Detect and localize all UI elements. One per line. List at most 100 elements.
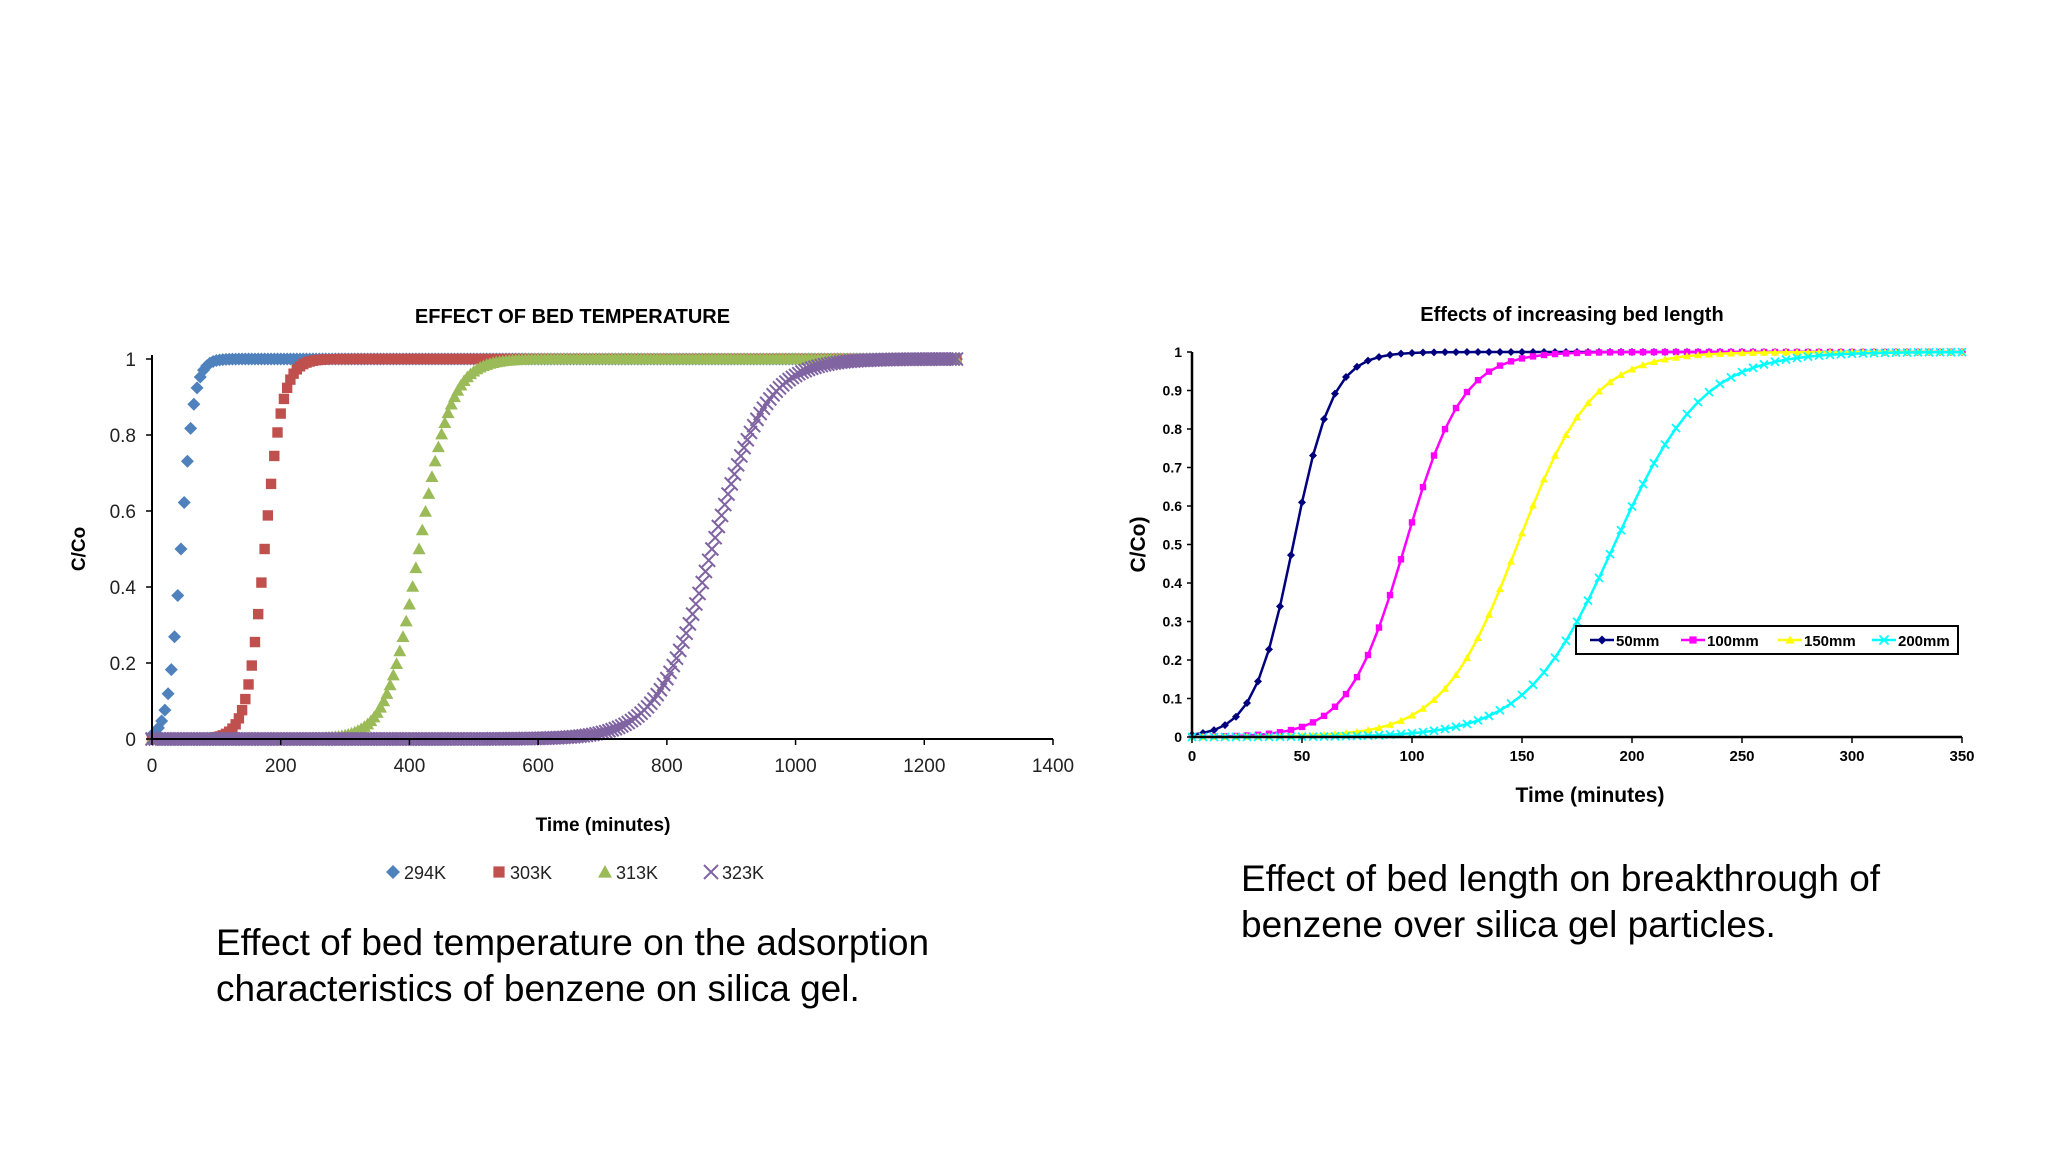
data-point	[1595, 387, 1603, 395]
data-point	[431, 440, 445, 453]
data-point	[1496, 348, 1504, 357]
legend-label: 50mm	[1616, 633, 1659, 650]
data-point	[1583, 595, 1593, 606]
data-point	[1320, 415, 1328, 424]
data-point	[1485, 368, 1493, 375]
data-point	[1386, 720, 1394, 728]
data-point	[1419, 348, 1427, 357]
data-point	[1782, 348, 1790, 356]
y-axis-label: C/Co	[69, 527, 90, 571]
data-point	[1452, 670, 1460, 679]
data-point	[1441, 348, 1449, 357]
data-point	[1616, 525, 1626, 535]
data-point	[1485, 610, 1493, 618]
data-point	[1451, 722, 1461, 732]
data-point	[1649, 458, 1659, 468]
data-point	[1781, 355, 1791, 365]
data-point	[704, 541, 720, 557]
caption-line: characteristics of benzene on silica gel…	[216, 968, 860, 1009]
data-point	[285, 374, 296, 385]
data-point	[1375, 723, 1383, 731]
chart-title: EFFECT OF BED TEMPERATURE	[415, 306, 730, 328]
x-tick-label: 1400	[1032, 756, 1074, 777]
data-point	[1298, 723, 1306, 731]
data-point	[406, 580, 420, 592]
legend-marker	[386, 865, 400, 879]
plot-area	[144, 351, 964, 747]
x-tick-label: 350	[1949, 748, 1974, 765]
data-point	[1342, 690, 1350, 698]
data-point	[409, 561, 423, 574]
series-line	[1192, 350, 1962, 739]
data-point	[1836, 349, 1846, 359]
data-point	[269, 450, 280, 462]
x-tick-label: 600	[522, 756, 554, 777]
data-point	[425, 470, 439, 483]
data-point	[1397, 556, 1405, 563]
data-point	[1221, 721, 1229, 730]
data-point	[1429, 726, 1439, 736]
data-point	[1682, 409, 1692, 419]
data-point	[1694, 351, 1702, 359]
data-point	[698, 564, 713, 579]
y-tick-label: 0	[1174, 729, 1182, 745]
x-tick-label: 0	[1188, 748, 1196, 765]
x-tick-label: 150	[1509, 748, 1534, 765]
data-point	[1771, 348, 1779, 356]
data-point	[1551, 451, 1559, 459]
data-point	[730, 457, 745, 473]
data-point	[1540, 475, 1548, 483]
data-point	[1671, 423, 1681, 433]
legend: 294K 303K 313K 323K	[386, 863, 764, 883]
data-point	[262, 510, 274, 521]
data-point	[393, 644, 407, 657]
data-point	[275, 408, 286, 419]
data-point	[711, 519, 726, 534]
data-point	[1484, 711, 1494, 721]
y-tick-label: 0.6	[1163, 498, 1183, 514]
data-point	[1606, 378, 1614, 386]
data-point	[1353, 362, 1361, 371]
data-point	[1517, 690, 1527, 700]
data-point	[1506, 698, 1516, 709]
data-point	[1639, 348, 1647, 356]
data-point	[1265, 645, 1273, 654]
data-point	[1880, 348, 1890, 358]
data-point	[174, 542, 188, 556]
data-point	[1287, 551, 1295, 560]
data-point	[1276, 729, 1284, 736]
data-point	[422, 487, 436, 499]
data-point	[1353, 673, 1361, 681]
data-point	[617, 717, 633, 732]
legend-label: 303K	[510, 863, 552, 883]
legend-item: 323K	[703, 863, 764, 883]
legend-item: 294K	[386, 863, 446, 883]
data-point	[1518, 529, 1526, 537]
data-point	[1737, 367, 1747, 377]
data-point	[740, 432, 755, 447]
data-point	[1660, 439, 1670, 450]
x-tick-label: 1200	[903, 756, 945, 777]
data-point	[1562, 350, 1570, 357]
data-point	[1550, 653, 1560, 663]
data-point	[1573, 349, 1581, 357]
data-point	[1627, 501, 1637, 512]
data-point	[1452, 404, 1460, 412]
caption-line: benzene over silica gel particles.	[1241, 904, 1776, 945]
chart-title: Effects of increasing bed length	[1420, 304, 1723, 326]
data-point	[672, 643, 687, 658]
data-point	[256, 577, 267, 588]
caption-line: Effect of bed length on breakthrough of	[1241, 858, 1881, 899]
data-point	[695, 575, 710, 590]
data-point	[736, 440, 752, 455]
data-point	[240, 693, 251, 705]
data-point	[1902, 347, 1912, 358]
data-point	[1869, 348, 1879, 358]
data-point	[1408, 519, 1416, 526]
data-point	[1430, 452, 1438, 459]
data-point	[1430, 695, 1438, 703]
legend-item: 150mm	[1778, 633, 1856, 650]
data-point	[171, 589, 185, 603]
data-point	[1704, 387, 1714, 397]
